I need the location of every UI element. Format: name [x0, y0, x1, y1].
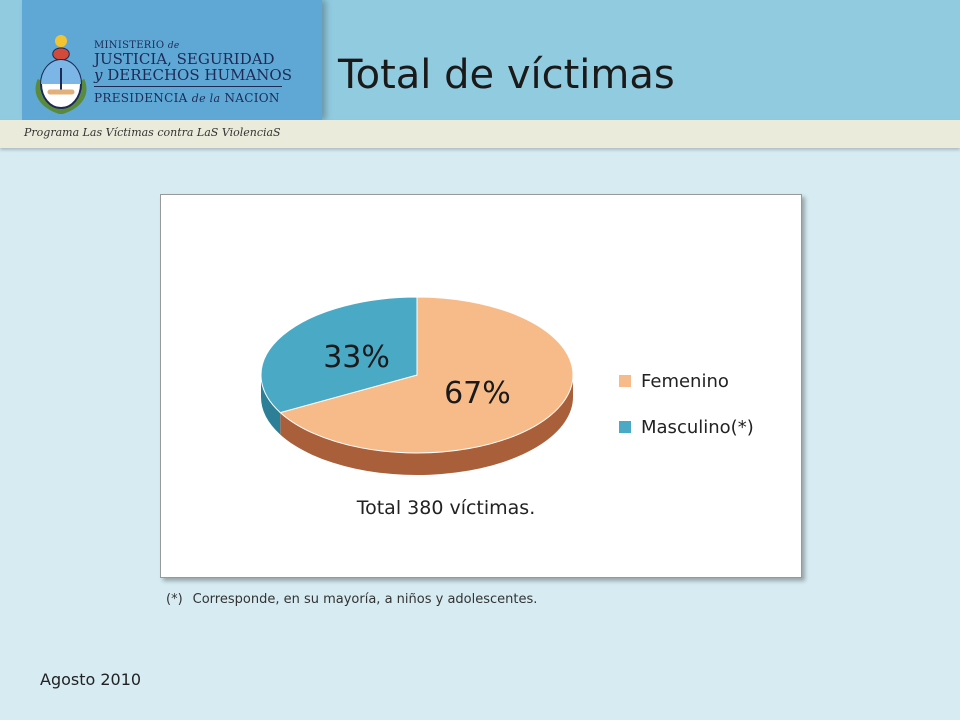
footnote: (*) Corresponde, en su mayoría, a niños y…	[166, 592, 537, 607]
program-band	[0, 120, 960, 148]
chart-frame: 67% 33% Femenino Masculino(*) Total 380 víc…	[160, 194, 802, 578]
legend-swatch-1	[619, 421, 631, 433]
pie-chart: 67% 33% Femenino Masculino(*)	[260, 296, 754, 475]
pie-side-0	[280, 375, 573, 475]
pie-slice-1	[260, 296, 418, 414]
national-seal-icon	[35, 35, 87, 114]
program-name: Programa Las Víctimas contra LaS Violenc…	[24, 126, 281, 139]
page-title: Total de víctimas	[338, 52, 675, 98]
total-label: Total 380 víctimas.	[356, 497, 536, 519]
pie-side-1	[261, 375, 281, 435]
date-label: Agosto 2010	[40, 670, 142, 689]
ministry-name: MINISTERIO de JUSTICIA, SEGURIDAD y DERE…	[94, 40, 292, 105]
legend-swatch-0	[619, 375, 631, 387]
legend-label-1: Masculino(*)	[641, 417, 754, 438]
footnote-mark: (*)	[166, 592, 183, 607]
pie-data-label-0: 67%	[444, 376, 511, 411]
ministry-logo-box: MINISTERIO de JUSTICIA, SEGURIDAD y DERE…	[22, 0, 322, 120]
pie-data-label-1: 33%	[323, 340, 390, 375]
footnote-text: Corresponde, en su mayoría, a niños y ad…	[192, 592, 538, 607]
pie-slice-0	[279, 296, 574, 454]
legend-label-0: Femenino	[641, 371, 729, 392]
